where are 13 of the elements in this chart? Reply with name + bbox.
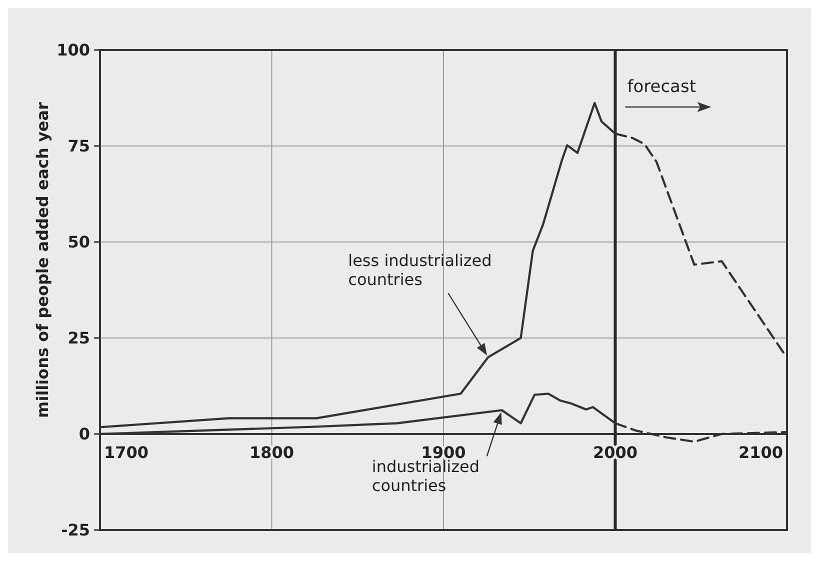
y-tick-label: 50 — [68, 232, 90, 252]
ref-line-label: forecast — [627, 77, 696, 97]
x-tick-label: 2100 — [738, 443, 783, 462]
y-tick-label: -25 — [61, 520, 90, 540]
y-tick-label: 100 — [56, 40, 90, 60]
x-tick-label: 1800 — [249, 443, 294, 462]
x-tick-label: 1700 — [104, 443, 149, 462]
y-tick-label: 25 — [68, 328, 90, 348]
y-tick-label: 75 — [68, 136, 90, 156]
y-tick-label: 0 — [78, 424, 90, 444]
y-axis-title: millions of people added each year — [33, 102, 52, 418]
text: less industrialized countries — [348, 251, 492, 290]
legend-label: industrialized countries — [372, 457, 480, 496]
